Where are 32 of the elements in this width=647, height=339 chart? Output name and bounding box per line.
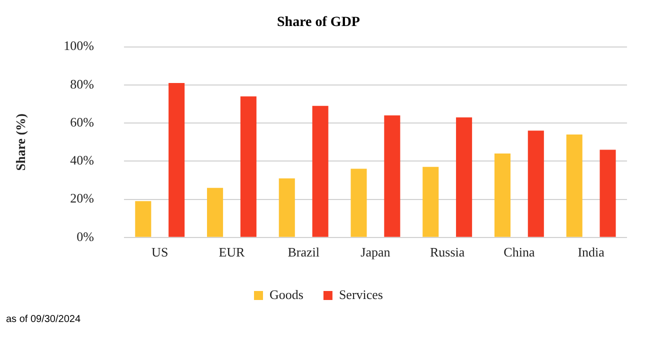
bar <box>240 96 256 237</box>
bar <box>168 83 185 237</box>
bar <box>135 201 152 237</box>
legend-label: Goods <box>270 286 304 302</box>
x-tick-label: India <box>578 244 605 260</box>
x-tick-label: Japan <box>360 244 391 260</box>
text: as of 09/30/2024 <box>6 314 81 325</box>
x-tick-label: Russia <box>430 244 465 260</box>
bar <box>566 134 582 237</box>
bar <box>350 168 367 237</box>
bar <box>456 117 472 237</box>
bar <box>312 106 328 237</box>
legend-label: Services <box>338 286 383 302</box>
bar <box>600 150 616 237</box>
y-tick-label: 80% <box>70 76 94 92</box>
chart-title: Share of GDP <box>277 15 360 30</box>
y-tick-label: 100% <box>64 38 94 54</box>
bar <box>384 115 400 237</box>
y-axis-title: Share (%) <box>13 114 28 171</box>
bar <box>207 188 224 237</box>
y-tick-label: 20% <box>70 190 94 206</box>
y-tick-label: 0% <box>76 228 94 244</box>
x-tick-label: US <box>152 244 168 260</box>
bar <box>422 166 439 237</box>
y-tick-label: 60% <box>70 114 94 130</box>
x-tick-label: EUR <box>218 244 246 260</box>
x-tick-label: China <box>504 244 535 260</box>
bar <box>494 154 511 237</box>
bar <box>278 178 295 237</box>
bar <box>528 130 544 237</box>
x-tick-label: Brazil <box>288 244 320 260</box>
y-tick-label: 40% <box>70 152 94 168</box>
